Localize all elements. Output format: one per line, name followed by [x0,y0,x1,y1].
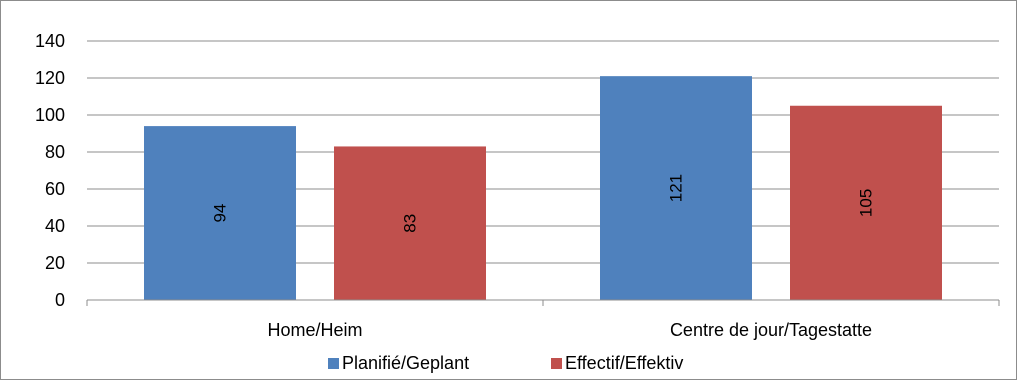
legend-label: Planifié/Geplant [342,353,469,373]
y-tick-label: 100 [35,105,65,125]
y-tick-label: 40 [45,216,65,236]
category-labels: Home/Heim Centre de jour/Tagestatte [267,320,872,340]
x-category-label: Centre de jour/Tagestatte [670,320,872,340]
bar-data-label: 94 [211,204,230,223]
legend-label: Effectif/Effektiv [565,353,683,373]
y-axis-tick-labels: 0 20 40 60 80 100 120 140 [35,31,65,310]
y-tick-label: 0 [55,290,65,310]
y-tick-label: 20 [45,253,65,273]
legend-swatch [551,358,562,369]
y-tick-label: 140 [35,31,65,51]
bar [144,126,296,300]
y-tick-label: 120 [35,68,65,88]
bar [600,76,752,301]
legend-swatch [328,358,339,369]
bar-data-label: 83 [401,214,420,233]
bar-data-label: 105 [857,189,876,217]
legend: Planifié/Geplant Effectif/Effektiv [328,353,683,373]
bar [790,105,942,300]
bar-data-label: 121 [667,174,686,202]
x-category-label: Home/Heim [267,320,362,340]
x-axis [86,299,1000,306]
y-tick-label: 80 [45,142,65,162]
bars: 94 83 121 105 [144,76,942,301]
bar [334,146,486,300]
y-tick-label: 60 [45,179,65,199]
